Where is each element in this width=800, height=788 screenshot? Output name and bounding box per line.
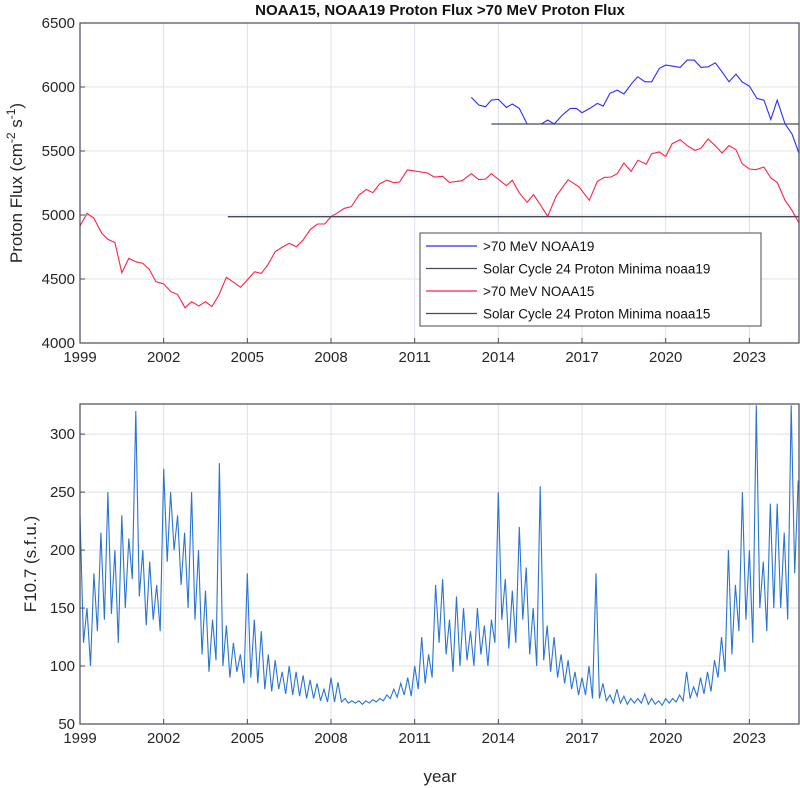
x-tick-label: 1999	[63, 730, 96, 747]
x-tick-label: 2017	[565, 349, 598, 366]
series-line-70-mev-noaa19	[470, 59, 799, 154]
y-tick-label: 150	[50, 600, 75, 617]
legend-box	[419, 232, 762, 327]
legend: >70 MeV NOAA19 Solar Cycle 24 Proton Mini…	[419, 232, 762, 327]
y-tick-label: 50	[58, 716, 75, 733]
y-tick-label: 5500	[42, 143, 75, 160]
y-axis-label-proton-flux: Proton Flux (cm-2 s-1)	[4, 103, 26, 263]
y-tick-label: 5000	[42, 207, 75, 224]
legend-label: >70 MeV NOAA19	[483, 239, 594, 254]
x-tick-label: 2023	[733, 349, 766, 366]
x-tick-label: 2008	[314, 349, 347, 366]
axes-box	[79, 403, 800, 725]
x-tick-label: 2008	[314, 730, 347, 747]
series-line-f10-7	[80, 405, 799, 707]
axes-box	[79, 22, 800, 344]
chart-title: NOAA15, NOAA19 Proton Flux >70 MeV Proto…	[255, 2, 625, 19]
x-tick-label: 2002	[147, 349, 180, 366]
y-tick-label: 250	[50, 484, 75, 501]
legend-label: >70 MeV NOAA15	[483, 284, 594, 299]
x-tick-label: 2011	[399, 349, 431, 366]
y-tick-label: 6500	[42, 15, 75, 32]
x-tick-label: 2005	[231, 349, 264, 366]
y-tick-label: 100	[50, 658, 75, 675]
y-tick-label: 200	[50, 542, 75, 559]
x-tick-label: 2020	[649, 730, 682, 747]
x-tick-label: 2017	[565, 730, 598, 747]
x-tick-label: 2014	[482, 349, 515, 366]
legend-label: Solar Cycle 24 Proton Minima noaa15	[483, 307, 710, 322]
x-tick-label: 1999	[63, 349, 96, 366]
y-tick-label: 4000	[42, 335, 75, 352]
x-tick-label: 2020	[649, 349, 682, 366]
x-axis-label-year: year	[423, 767, 456, 786]
y-tick-label: 300	[50, 426, 75, 443]
x-tick-label: 2014	[482, 730, 515, 747]
f107-axes: 1999 2002 2005 2008 2011 2014 2017 2020 2023 50 10…	[50, 403, 800, 747]
y-tick-label: 4500	[42, 271, 75, 288]
legend-label: Solar Cycle 24 Proton Minima noaa19	[483, 262, 710, 277]
y-tick-label: 6000	[42, 79, 75, 96]
y-axis-label-f107: F10.7 (s.f.u.)	[21, 516, 40, 612]
x-tick-label: 2005	[231, 730, 264, 747]
x-tick-label: 2023	[733, 730, 766, 747]
x-tick-label: 2002	[147, 730, 180, 747]
series-line-70-mev-noaa15	[80, 138, 799, 309]
x-tick-label: 2011	[399, 730, 431, 747]
